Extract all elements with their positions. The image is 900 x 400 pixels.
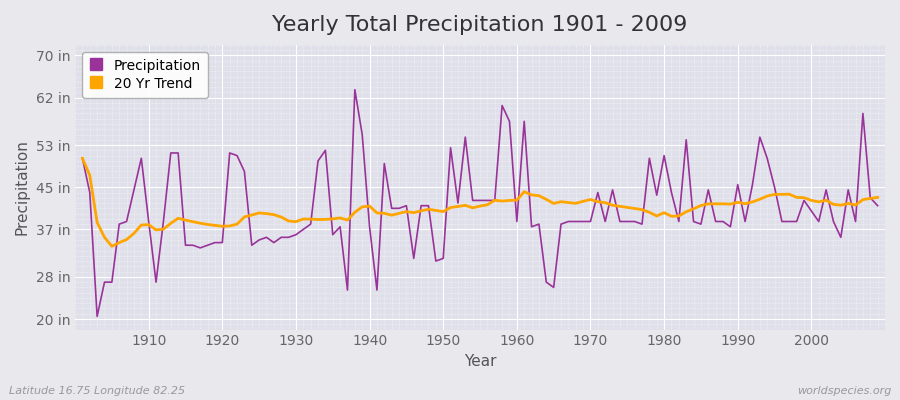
- Text: Latitude 16.75 Longitude 82.25: Latitude 16.75 Longitude 82.25: [9, 386, 185, 396]
- Text: worldspecies.org: worldspecies.org: [796, 386, 891, 396]
- Legend: Precipitation, 20 Yr Trend: Precipitation, 20 Yr Trend: [82, 52, 208, 98]
- X-axis label: Year: Year: [464, 354, 496, 369]
- Title: Yearly Total Precipitation 1901 - 2009: Yearly Total Precipitation 1901 - 2009: [273, 15, 688, 35]
- Y-axis label: Precipitation: Precipitation: [15, 139, 30, 235]
